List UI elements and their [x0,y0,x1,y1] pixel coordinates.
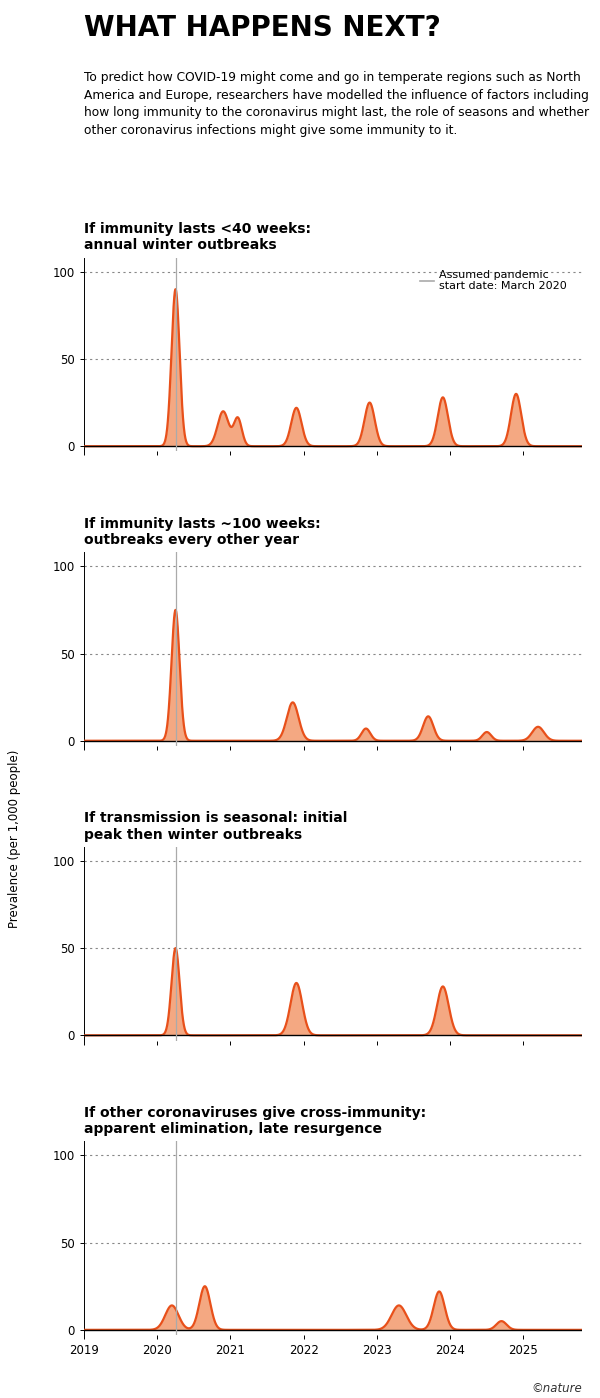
Text: Prevalence (per 1,000 people): Prevalence (per 1,000 people) [8,749,22,928]
Text: WHAT HAPPENS NEXT?: WHAT HAPPENS NEXT? [84,14,441,42]
Text: If other coronaviruses give cross-immunity:
apparent elimination, late resurgenc: If other coronaviruses give cross-immuni… [84,1106,426,1137]
Legend: Assumed pandemic
start date: March 2020: Assumed pandemic start date: March 2020 [416,266,571,296]
Text: ©nature: ©nature [531,1383,582,1395]
Text: If immunity lasts <40 weeks:
annual winter outbreaks: If immunity lasts <40 weeks: annual wint… [84,222,311,253]
Text: If immunity lasts ~100 weeks:
outbreaks every other year: If immunity lasts ~100 weeks: outbreaks … [84,517,320,547]
Text: If transmission is seasonal: initial
peak then winter outbreaks: If transmission is seasonal: initial pea… [84,811,347,842]
Text: To predict how COVID-19 might come and go in temperate regions such as North Ame: To predict how COVID-19 might come and g… [84,71,589,137]
